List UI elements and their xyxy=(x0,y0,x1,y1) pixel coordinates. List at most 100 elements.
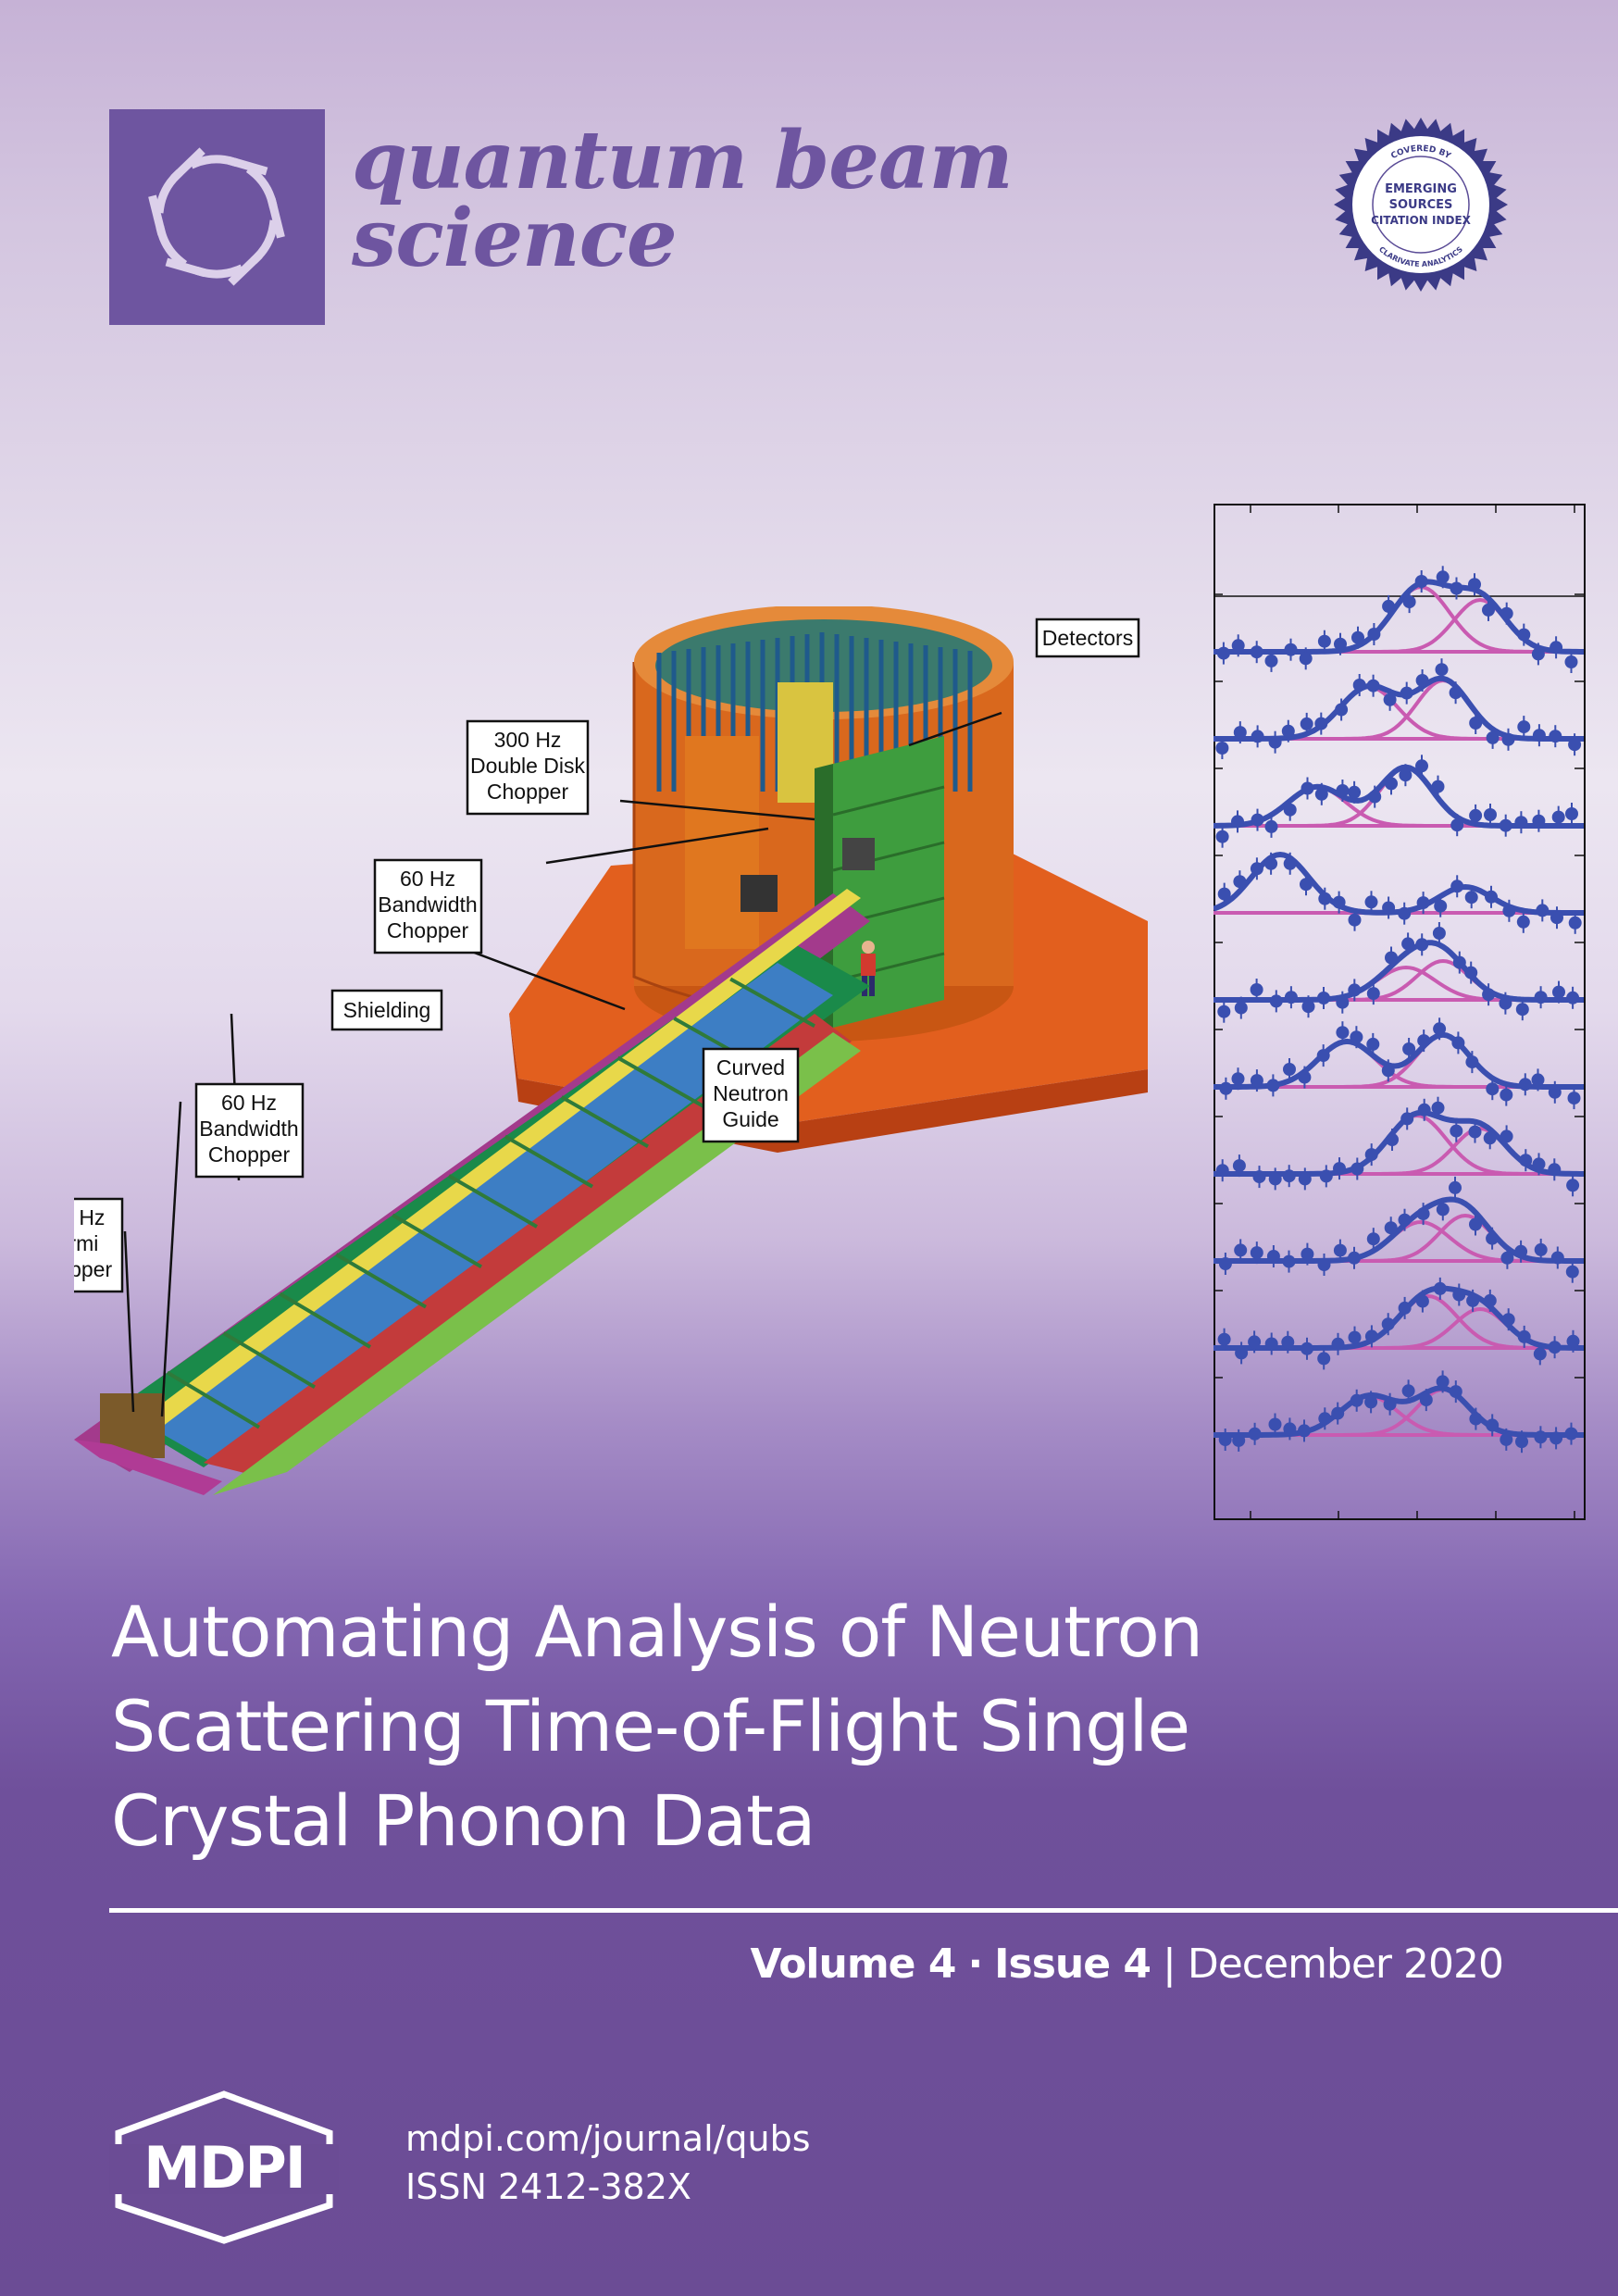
data-point xyxy=(1416,1207,1430,1221)
data-point xyxy=(1333,1162,1346,1176)
data-point xyxy=(1466,1293,1480,1307)
label-guide-line2: Neutron xyxy=(713,1081,789,1105)
data-point xyxy=(1234,1001,1248,1015)
data-point xyxy=(1336,1026,1350,1040)
label-guide-line3: Guide xyxy=(722,1107,778,1131)
data-point xyxy=(1549,730,1562,743)
data-point xyxy=(1282,1254,1296,1268)
data-point xyxy=(1281,724,1295,738)
data-point xyxy=(1216,646,1230,660)
data-point xyxy=(1450,818,1464,832)
article-title-line1: Automating Analysis of Neutron xyxy=(111,1591,1203,1673)
data-point xyxy=(1350,1393,1363,1407)
data-point xyxy=(1501,1313,1515,1327)
data-point xyxy=(1515,1003,1529,1017)
data-point xyxy=(1399,768,1413,782)
data-point xyxy=(1515,1435,1528,1449)
data-point xyxy=(1283,1063,1296,1076)
data-point xyxy=(1436,570,1450,584)
data-point xyxy=(1219,1081,1233,1095)
data-point xyxy=(1415,938,1429,952)
data-point xyxy=(1351,630,1364,644)
data-point xyxy=(1568,738,1582,752)
data-point xyxy=(1402,595,1416,609)
data-point xyxy=(1486,1231,1500,1245)
data-point xyxy=(1248,1427,1262,1441)
data-point xyxy=(1314,717,1328,730)
data-point xyxy=(1233,875,1247,889)
data-point xyxy=(1364,895,1378,909)
data-point xyxy=(1384,1221,1398,1235)
data-point xyxy=(1301,1000,1315,1014)
data-point xyxy=(1415,1294,1429,1308)
data-point xyxy=(1436,1203,1450,1217)
data-point xyxy=(1483,1131,1497,1145)
issue-divider: | xyxy=(1163,1940,1176,1988)
data-point xyxy=(1567,1092,1581,1105)
data-point xyxy=(1299,652,1313,666)
data-point xyxy=(1217,1332,1231,1346)
data-point xyxy=(1366,987,1380,1001)
data-point xyxy=(1433,1022,1447,1036)
data-point xyxy=(1300,878,1313,892)
data-point xyxy=(1282,1169,1296,1183)
data-point xyxy=(1551,810,1565,824)
data-point xyxy=(1451,1036,1465,1050)
data-point xyxy=(1316,1049,1330,1063)
data-point xyxy=(1417,1034,1431,1048)
data-point xyxy=(1469,717,1483,730)
data-point xyxy=(1301,781,1314,795)
data-point xyxy=(1218,1433,1232,1446)
data-point xyxy=(1565,1265,1579,1279)
label-detectors: Detectors xyxy=(1042,626,1133,650)
data-point xyxy=(1469,1412,1483,1426)
data-point xyxy=(1215,1164,1229,1178)
data-point xyxy=(1266,1250,1280,1263)
label-bw-upper-line3: Chopper xyxy=(387,918,469,942)
data-point xyxy=(1464,891,1478,905)
data-point xyxy=(1283,803,1297,817)
data-point xyxy=(1250,983,1263,996)
data-point xyxy=(1333,1243,1347,1257)
data-point xyxy=(1364,1148,1378,1162)
data-point xyxy=(1514,816,1528,830)
data-point xyxy=(1486,1082,1500,1096)
data-point xyxy=(1218,1257,1232,1270)
data-point xyxy=(1233,726,1247,740)
data-point xyxy=(1485,890,1498,904)
data-point xyxy=(1468,1125,1482,1139)
data-point xyxy=(1350,1162,1364,1176)
badge-line2: SOURCES xyxy=(1389,198,1453,212)
data-point xyxy=(1400,686,1413,700)
issue-date: December 2020 xyxy=(1187,1940,1504,1988)
data-point xyxy=(1334,637,1347,651)
label-bw-lower-line3: Chopper xyxy=(208,1142,291,1167)
data-point xyxy=(1250,1246,1263,1260)
mdpi-logo[interactable]: MDPI xyxy=(109,2090,339,2244)
journal-url-link[interactable]: mdpi.com/journal/qubs xyxy=(405,2118,811,2159)
data-point xyxy=(1401,1384,1415,1398)
data-point xyxy=(1231,1072,1245,1086)
data-point xyxy=(1248,1335,1262,1349)
data-point xyxy=(1398,906,1412,920)
badge-line1: EMERGING xyxy=(1385,182,1457,196)
data-point xyxy=(1352,679,1366,692)
data-point xyxy=(1532,1157,1546,1171)
data-point xyxy=(1517,1329,1531,1343)
data-point xyxy=(1217,887,1231,901)
data-point xyxy=(1385,777,1398,791)
phonon-peak-fit-figure xyxy=(1212,504,1586,1520)
journal-title-line2: science xyxy=(352,192,678,285)
data-point xyxy=(1565,807,1578,820)
data-point xyxy=(1500,1251,1514,1265)
article-title-line2: Scattering Time-of-Flight Single xyxy=(111,1685,1190,1767)
data-point xyxy=(1283,856,1297,870)
data-point xyxy=(1533,1347,1547,1361)
data-point xyxy=(1531,1073,1545,1087)
data-point xyxy=(1336,784,1350,797)
data-point xyxy=(1215,742,1229,755)
data-point xyxy=(1548,1341,1562,1354)
esci-badge: COVERED BY EMERGING SOURCES CITATION IND… xyxy=(1333,117,1509,293)
issn-label: ISSN 2412-382X xyxy=(405,2166,691,2207)
data-point xyxy=(1317,1258,1331,1271)
